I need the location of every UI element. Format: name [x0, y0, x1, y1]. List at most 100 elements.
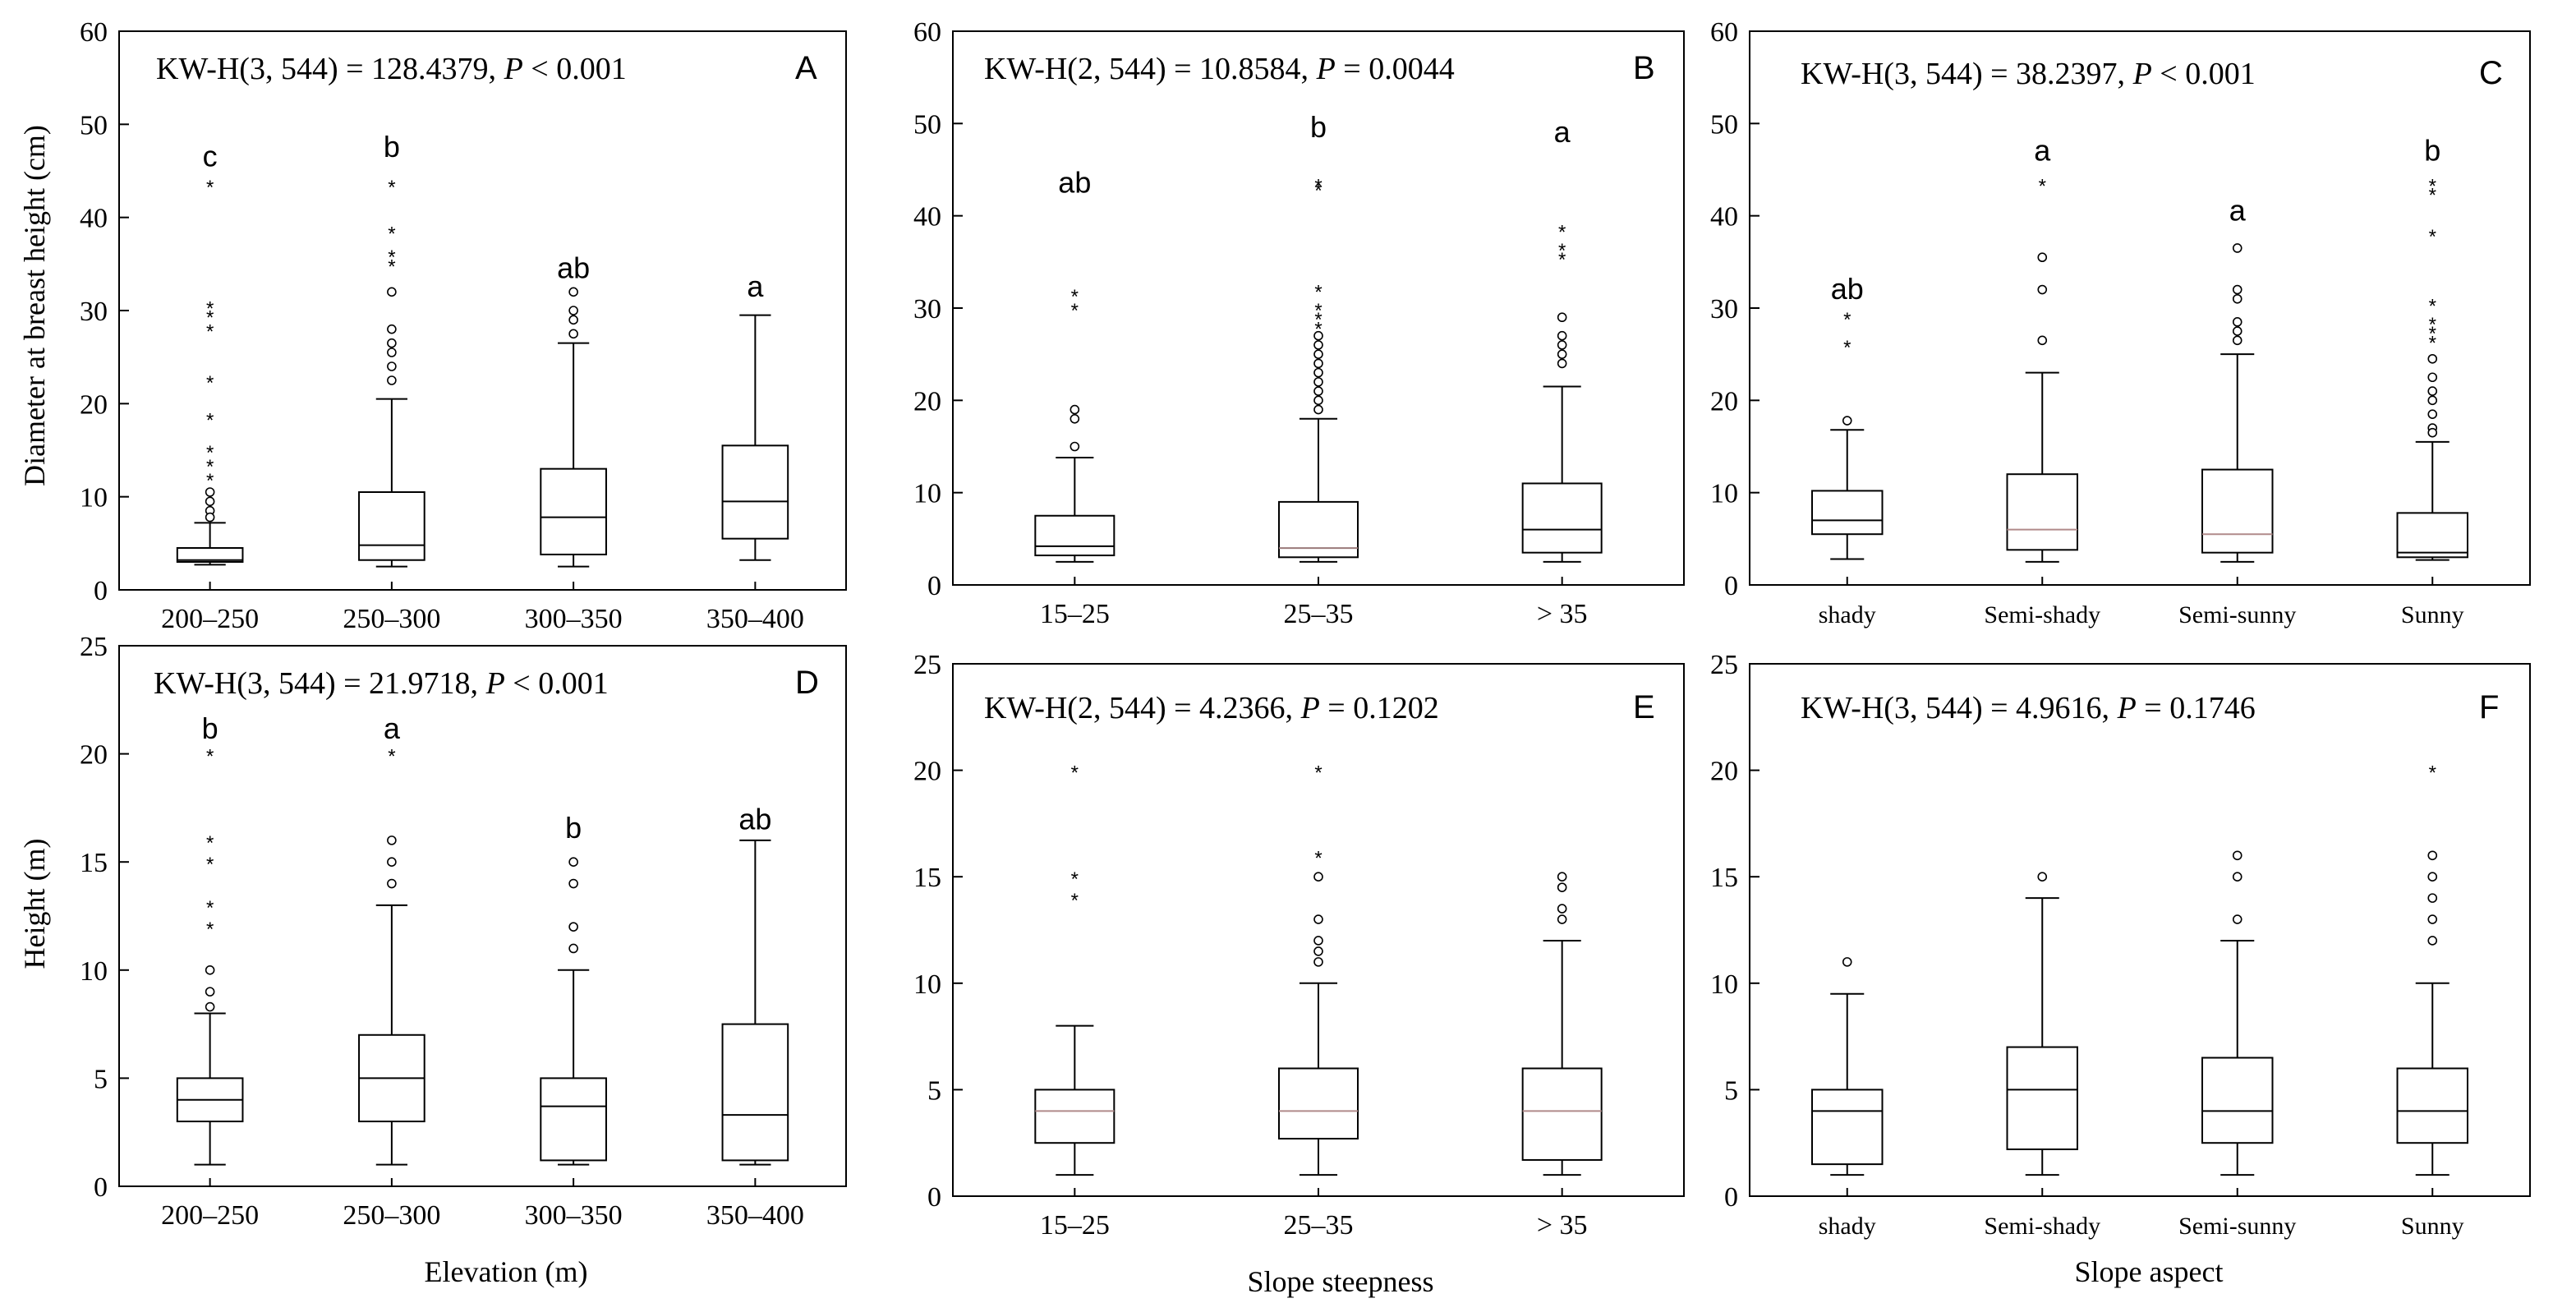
y-tick-label: 30 [913, 294, 941, 325]
x-tick-label: 15–25 [1040, 1210, 1110, 1241]
outlier-star: * [2429, 762, 2436, 785]
y-tick-label: 10 [80, 483, 108, 513]
outlier-star: * [206, 372, 214, 394]
significance-letter: a [2229, 193, 2247, 227]
panel-d: 0 5 10 15 20 25 200–250 250–300 300–350 350–400 KW… [80, 632, 847, 1231]
kw-statistic-suffix: < 0.001 [505, 666, 609, 701]
kw-statistic-suffix: = 0.1202 [1320, 691, 1439, 725]
x-tick-label: 300–350 [525, 1200, 623, 1231]
y-tick-label: 10 [80, 956, 108, 987]
outlier-circle [1557, 914, 1567, 924]
iqr-box [540, 467, 607, 555]
y-tick-label: 25 [913, 650, 941, 680]
y-axis-label-height: Height (m) [18, 839, 51, 969]
outlier-circle [568, 287, 578, 297]
iqr-box [2396, 512, 2468, 559]
outlier-circle [205, 1001, 215, 1012]
outlier-circle [1313, 395, 1323, 406]
kw-statistic: KW-H(3, 544) = 128.4379, P < 0.001 [156, 52, 627, 86]
y-tick-label: 30 [1710, 294, 1738, 325]
iqr-box [721, 444, 789, 540]
box-3: a [2201, 193, 2274, 563]
x-tick-label: Sunny [2401, 601, 2464, 628]
significance-letter: a [384, 711, 401, 745]
x-tick-label: Sunny [2401, 1213, 2464, 1240]
kw-statistic: KW-H(3, 544) = 4.9616, P = 0.1746 [1801, 691, 2256, 725]
outlier-circle [568, 329, 578, 339]
outlier-circle [1557, 358, 1567, 369]
x-tick-label: 350–400 [706, 1200, 804, 1231]
outlier-star: * [2039, 175, 2046, 197]
outlier-circle [2232, 914, 2242, 924]
outlier-circle [568, 878, 578, 889]
outlier-star: * [1314, 282, 1322, 304]
outlier-star: * [2429, 185, 2436, 207]
kw-statistic: KW-H(2, 544) = 10.8584, P = 0.0044 [984, 52, 1455, 86]
outlier-circle [205, 987, 215, 997]
kw-statistic-p: P [504, 52, 523, 86]
outlier-circle [1313, 349, 1323, 359]
box-1: * * ab [1811, 272, 1884, 560]
outlier-circle [387, 287, 397, 297]
x-tick-label: > 35 [1537, 1210, 1588, 1241]
y-tick-label: 0 [927, 571, 941, 601]
outlier-circle [2427, 936, 2438, 946]
outlier-circle [2232, 243, 2242, 253]
outlier-star: * [1071, 762, 1079, 785]
outlier-circle [2427, 872, 2438, 882]
outlier-circle [1557, 882, 1567, 892]
outlier-star: * [1314, 318, 1322, 340]
significance-letter: b [565, 811, 582, 845]
y-tick-label: 50 [913, 109, 941, 140]
y-tick-label: 0 [94, 1172, 108, 1203]
y-tick-label: 5 [1724, 1075, 1738, 1106]
outlier-star: * [1314, 762, 1322, 785]
significance-letter: ab [738, 803, 771, 836]
y-tick-label: 20 [80, 389, 108, 420]
outlier-star: * [1558, 222, 1566, 244]
outlier-circle [2037, 284, 2048, 295]
outlier-circle [2232, 326, 2242, 336]
outlier-circle [2232, 293, 2242, 304]
box-1: *****b [176, 711, 244, 1166]
box-3: b [540, 811, 607, 1166]
y-axis-label-dbh: Diameter at breast height (cm) [18, 125, 51, 486]
significance-letter: a [747, 269, 764, 303]
outlier-circle [1313, 872, 1323, 882]
outlier-circle [1557, 904, 1567, 914]
x-tick-label: Semi-sunny [2178, 601, 2296, 628]
outlier-circle [1557, 312, 1567, 323]
panel-e: 0 5 10 15 20 25 15–25 25–35 > 35 KW-H(2, 544) = 4… [913, 650, 1685, 1241]
outlier-star: * [388, 223, 395, 246]
outlier-star: * [206, 470, 214, 492]
outlier-circle [2037, 252, 2048, 263]
outlier-star: * [1071, 868, 1079, 891]
plot-frame [1749, 663, 2531, 1197]
outlier-circle [2232, 335, 2242, 346]
outlier-circle [387, 375, 397, 385]
panel-c: 0 10 20 30 40 50 60 shady Semi-shady Semi-sunny Su… [1710, 17, 2531, 628]
outlier-circle [2427, 427, 2438, 438]
kw-statistic-p: P [2117, 691, 2137, 725]
y-tick-label: 15 [80, 848, 108, 878]
significance-letter: b [1310, 110, 1327, 144]
y-tick-label: 10 [1710, 969, 1738, 1000]
iqr-box [1034, 1089, 1116, 1144]
iqr-box [2396, 1067, 2468, 1144]
outlier-star: * [206, 297, 214, 320]
y-tick-label: 0 [94, 576, 108, 606]
box-4: ab [721, 803, 789, 1166]
y-tick-label: 10 [913, 969, 941, 1000]
significance-letter: ab [1058, 166, 1091, 200]
iqr-box [1034, 514, 1116, 557]
y-tick-label: 40 [1710, 202, 1738, 232]
y-tick-label: 0 [1724, 1182, 1738, 1213]
outlier-star: * [388, 177, 395, 199]
box-1: *** [1034, 762, 1116, 1176]
y-tick-label: 10 [1710, 479, 1738, 509]
outlier-circle [1070, 404, 1080, 415]
y-tick-label: 50 [80, 110, 108, 140]
outlier-circle [2427, 353, 2438, 364]
iqr-box [358, 491, 426, 561]
panel-letter: C [2479, 55, 2503, 91]
